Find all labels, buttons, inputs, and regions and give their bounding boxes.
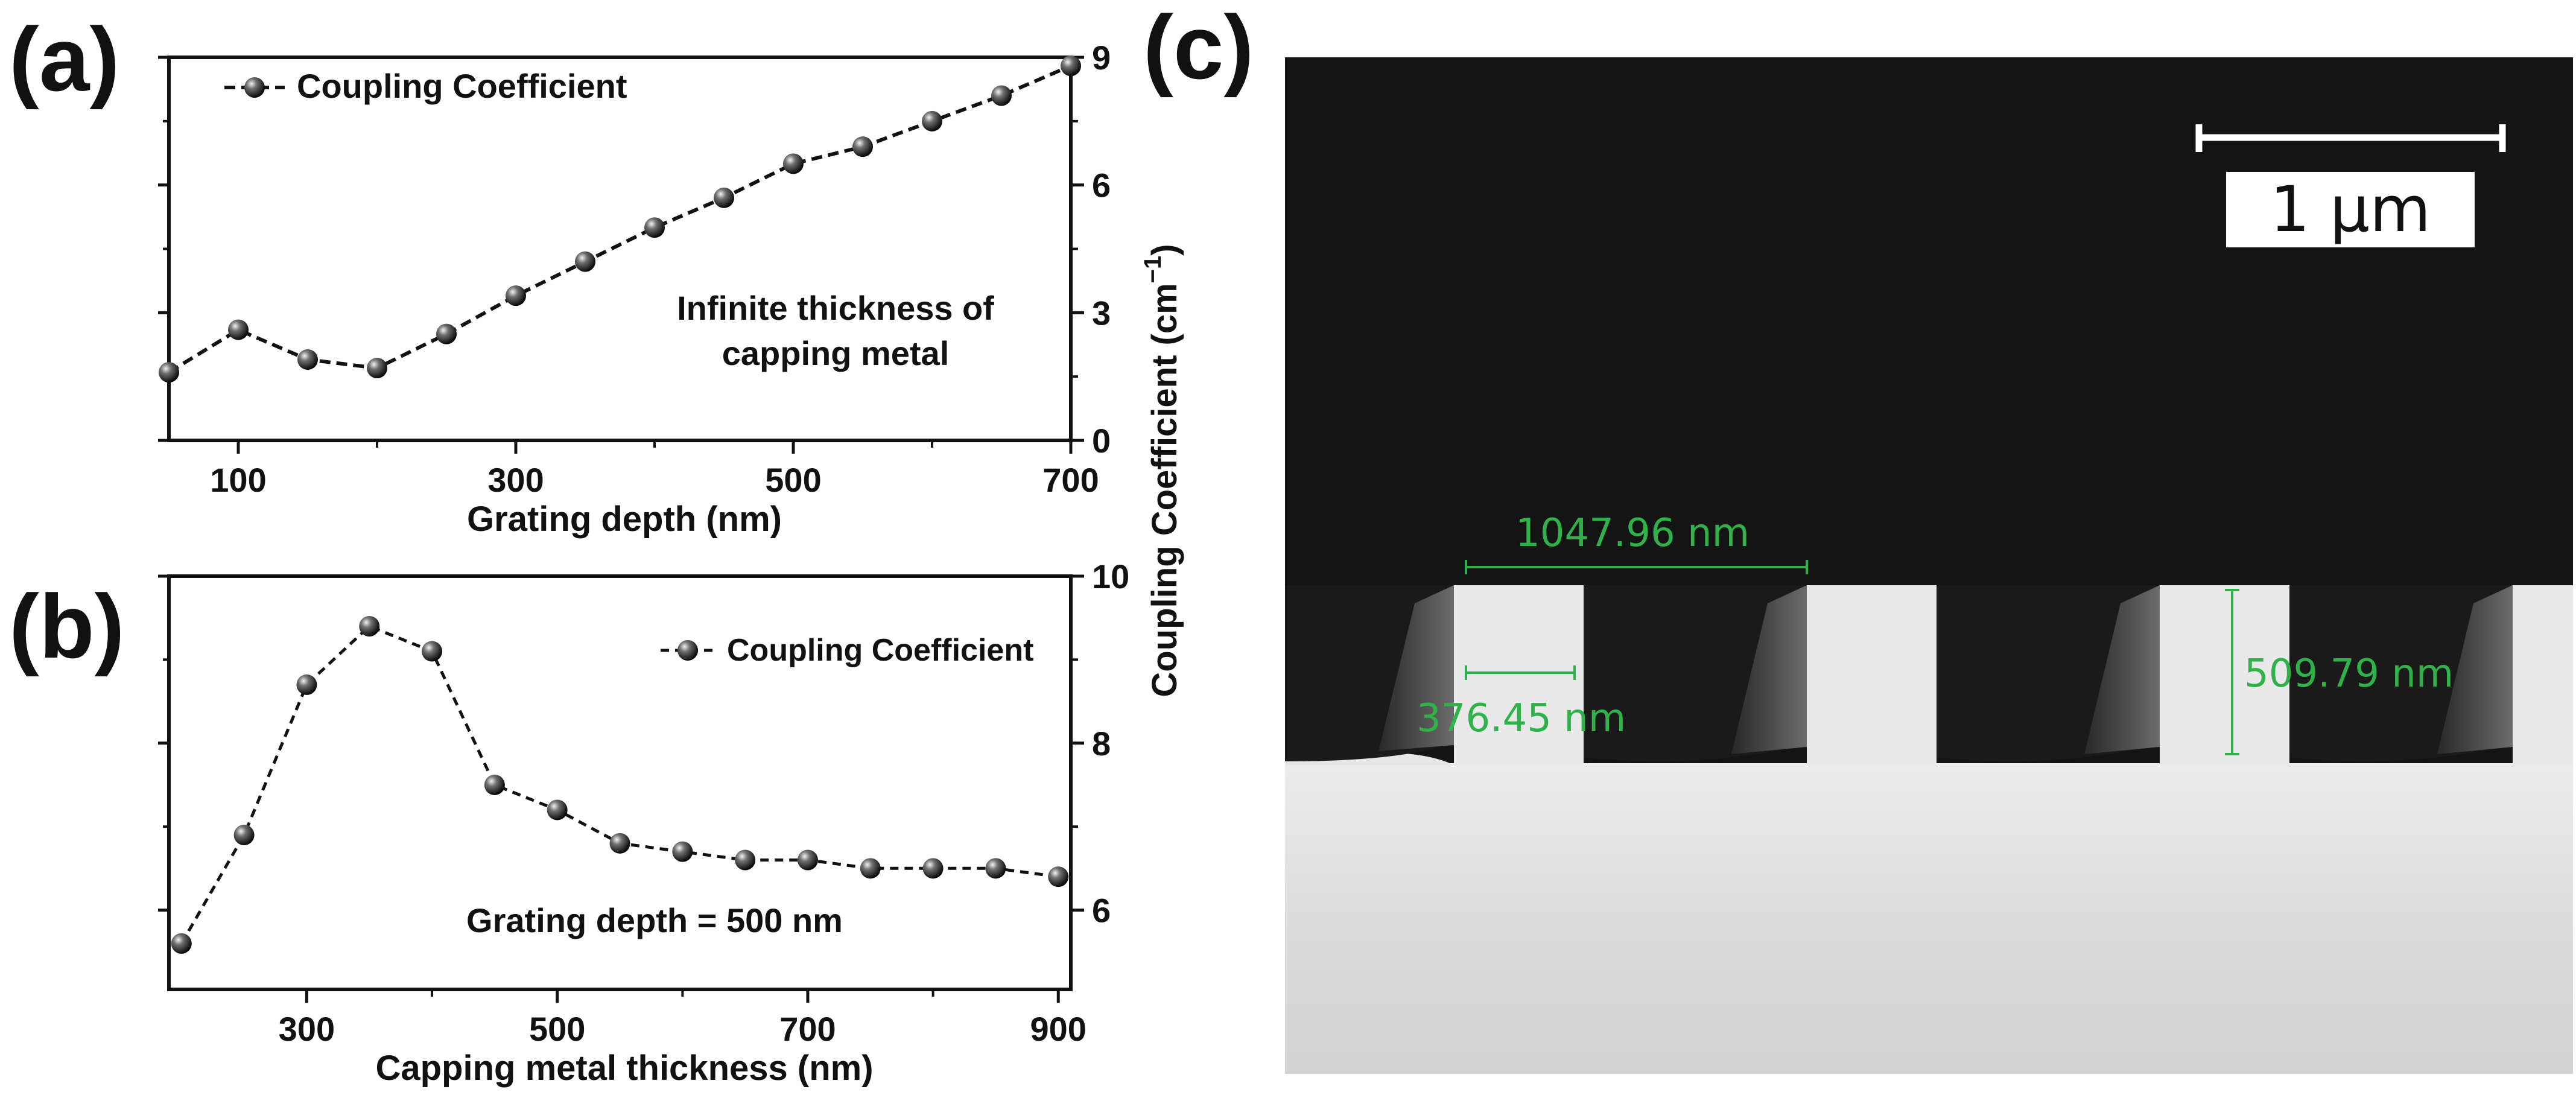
width-label: 376.45 nm xyxy=(1416,696,1626,741)
ytick-label-a-3: 3 xyxy=(1092,294,1111,332)
measurements: 1047.96 nm 376.45 nm 509.79 nm xyxy=(1416,511,2454,755)
data-point-b-500 xyxy=(547,799,568,820)
ytick-label-b-6: 6 xyxy=(1092,892,1111,930)
data-point-b-550 xyxy=(609,833,630,854)
data-point-a-550 xyxy=(852,136,873,157)
chart-b-annotation: Grating depth = 500 nm xyxy=(466,901,843,939)
ytick-label-a-9: 9 xyxy=(1092,39,1111,77)
period-label: 1047.96 nm xyxy=(1515,511,1750,556)
chart-b-frame xyxy=(167,574,1073,991)
xtick-label-a-100: 100 xyxy=(210,461,266,499)
data-point-b-850 xyxy=(985,858,1006,879)
sem-substrate xyxy=(1285,763,2573,1074)
chart-a-points xyxy=(159,56,1081,383)
ytick-label-a-0: 0 xyxy=(1092,422,1111,460)
shared-ylabel: Coupling Coefficient (cm−1) xyxy=(1140,244,1184,697)
panel-label-c: (c) xyxy=(1143,0,1254,98)
xtick-label-a-700: 700 xyxy=(1042,461,1099,499)
sem-image: 1 μm 1047.96 nm 376.45 nm 509.79 nm xyxy=(1285,57,2573,1074)
data-point-a-450 xyxy=(714,187,734,208)
data-point-b-700 xyxy=(797,849,818,871)
panel-label-b: (b) xyxy=(9,576,125,677)
xtick-label-a-300: 300 xyxy=(487,461,544,499)
data-point-b-200 xyxy=(171,933,192,954)
chart-b-xlabel: Capping metal thickness (nm) xyxy=(375,1049,873,1088)
chart-b-legend-marker xyxy=(677,640,698,661)
chart-a-legend-label: Coupling Coefficient xyxy=(297,67,627,105)
shared-ylabel-close: ) xyxy=(1145,244,1184,255)
data-point-b-800 xyxy=(922,858,944,879)
sem-grating xyxy=(1285,585,2573,766)
depth-label: 509.79 nm xyxy=(2244,652,2454,696)
shared-ylabel-superscript: −1 xyxy=(1140,256,1166,284)
chart-b-legend-label: Coupling Coefficient xyxy=(727,633,1033,668)
data-point-a-200 xyxy=(367,358,387,379)
xtick-label-b-700: 700 xyxy=(779,1010,836,1048)
data-point-a-350 xyxy=(575,251,595,272)
shared-ylabel-text: Coupling Coefficient (cm xyxy=(1145,283,1184,697)
xtick-label-a-500: 500 xyxy=(765,461,821,499)
chart-a-legend-marker xyxy=(244,77,265,98)
chart-b-points xyxy=(171,616,1069,954)
data-point-a-300 xyxy=(506,285,526,306)
data-point-a-650 xyxy=(991,85,1012,106)
chart-a-xlabel: Grating depth (nm) xyxy=(467,500,782,539)
xtick-label-b-300: 300 xyxy=(279,1010,335,1048)
data-point-b-300 xyxy=(296,674,317,695)
scale-bar-box xyxy=(2226,172,2475,247)
data-point-a-400 xyxy=(644,217,665,238)
data-point-a-600 xyxy=(922,110,942,132)
chart-b-axes: 300 500 700 900 6 8 10 xyxy=(158,557,1129,1048)
data-point-a-50 xyxy=(159,362,179,383)
data-point-a-250 xyxy=(436,323,457,344)
data-point-b-750 xyxy=(860,858,881,879)
data-point-b-450 xyxy=(484,774,505,795)
chart-a-annotation-line-2: capping metal xyxy=(722,334,950,372)
ytick-label-b-10: 10 xyxy=(1092,557,1129,595)
chart-b-series-line xyxy=(180,624,1059,945)
data-point-b-350 xyxy=(359,616,380,637)
xtick-label-b-900: 900 xyxy=(1030,1010,1087,1048)
data-point-b-250 xyxy=(233,824,255,845)
scale-bar-label: 1 μm xyxy=(2270,173,2431,246)
data-point-a-150 xyxy=(297,349,318,370)
xtick-label-b-500: 500 xyxy=(529,1010,585,1048)
panel-label-a: (a) xyxy=(9,8,119,110)
data-point-b-900 xyxy=(1048,866,1069,887)
chart-a-series-line xyxy=(168,64,1072,374)
ytick-label-b-8: 8 xyxy=(1092,725,1111,763)
chart-a-annotation-line-1: Infinite thickness of xyxy=(677,289,994,327)
data-point-a-500 xyxy=(783,153,804,174)
scale-bar: 1 μm xyxy=(2195,124,2506,247)
data-point-a-100 xyxy=(228,319,249,340)
ytick-label-a-6: 6 xyxy=(1092,167,1111,205)
data-point-b-650 xyxy=(735,849,756,871)
data-point-b-600 xyxy=(672,841,693,862)
chart-b: 300 500 700 900 6 8 10 Coupling Coefficient Gr… xyxy=(158,557,1129,1088)
data-point-b-400 xyxy=(422,641,443,662)
data-point-a-700 xyxy=(1061,56,1081,77)
